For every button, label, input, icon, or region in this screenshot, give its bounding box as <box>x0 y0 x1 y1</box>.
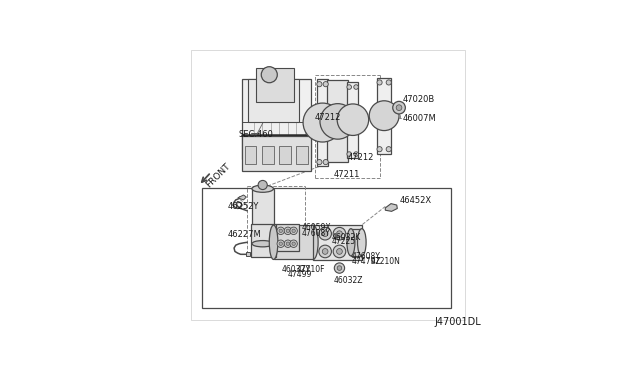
Ellipse shape <box>358 229 366 256</box>
Ellipse shape <box>347 229 355 256</box>
Circle shape <box>286 242 290 246</box>
Ellipse shape <box>269 225 278 260</box>
Circle shape <box>369 101 399 131</box>
Circle shape <box>284 240 292 247</box>
Circle shape <box>317 81 322 87</box>
Circle shape <box>347 152 351 156</box>
Text: 46032Z: 46032Z <box>333 276 364 285</box>
Text: FRONT: FRONT <box>204 161 232 189</box>
Circle shape <box>337 266 342 270</box>
Text: SEC.460: SEC.460 <box>239 129 273 138</box>
Circle shape <box>386 147 391 152</box>
Circle shape <box>393 101 405 114</box>
Bar <box>252 189 273 244</box>
Circle shape <box>292 242 295 246</box>
Circle shape <box>323 160 328 165</box>
Text: 47479Z: 47479Z <box>351 257 381 266</box>
Text: 47210F: 47210F <box>296 265 325 274</box>
Text: 46059X: 46059X <box>301 224 332 232</box>
Circle shape <box>396 105 402 110</box>
Polygon shape <box>242 79 311 159</box>
Circle shape <box>258 180 268 190</box>
Text: 47225: 47225 <box>332 237 356 246</box>
Circle shape <box>334 263 344 273</box>
Text: 47211: 47211 <box>333 170 360 179</box>
Circle shape <box>347 85 351 89</box>
Text: 47212: 47212 <box>348 153 374 162</box>
Polygon shape <box>385 203 397 211</box>
Bar <box>202 188 451 308</box>
Circle shape <box>337 104 369 135</box>
Circle shape <box>279 242 282 246</box>
Text: 47608Y: 47608Y <box>351 252 380 261</box>
Bar <box>351 228 362 256</box>
Text: 47212: 47212 <box>315 113 342 122</box>
Circle shape <box>337 248 342 254</box>
Text: 46252Y: 46252Y <box>227 202 259 211</box>
Bar <box>273 225 313 260</box>
Text: 46007M: 46007M <box>403 114 436 123</box>
Circle shape <box>386 80 391 85</box>
Polygon shape <box>262 146 273 164</box>
Polygon shape <box>313 225 362 260</box>
Polygon shape <box>257 68 294 102</box>
Polygon shape <box>251 224 276 257</box>
Circle shape <box>261 67 277 83</box>
Polygon shape <box>242 136 311 171</box>
Circle shape <box>377 80 382 85</box>
Circle shape <box>333 245 346 258</box>
Circle shape <box>354 152 358 156</box>
Circle shape <box>277 227 284 235</box>
Circle shape <box>317 160 322 165</box>
Polygon shape <box>328 80 348 162</box>
Text: 47210N: 47210N <box>371 257 401 266</box>
Polygon shape <box>238 195 246 200</box>
Polygon shape <box>296 146 308 164</box>
Circle shape <box>303 103 342 142</box>
Text: 47608Y: 47608Y <box>301 229 330 238</box>
Polygon shape <box>276 224 300 251</box>
Text: 47499: 47499 <box>287 270 312 279</box>
Circle shape <box>290 240 298 247</box>
Polygon shape <box>377 78 391 154</box>
Text: 46227M: 46227M <box>227 230 261 239</box>
Text: 46452X: 46452X <box>399 196 432 205</box>
Polygon shape <box>317 79 328 166</box>
Circle shape <box>333 227 346 240</box>
Polygon shape <box>246 252 250 256</box>
Circle shape <box>319 227 332 240</box>
Circle shape <box>323 231 328 237</box>
Circle shape <box>323 81 328 87</box>
Text: 46032K: 46032K <box>332 232 361 242</box>
Circle shape <box>354 85 358 89</box>
Polygon shape <box>332 116 342 128</box>
Text: 46032Y: 46032Y <box>282 265 310 274</box>
Polygon shape <box>279 146 291 164</box>
Polygon shape <box>248 79 300 122</box>
Polygon shape <box>348 82 358 158</box>
Ellipse shape <box>308 225 318 260</box>
Circle shape <box>286 229 290 232</box>
Ellipse shape <box>252 185 273 192</box>
Circle shape <box>319 245 332 258</box>
Circle shape <box>277 240 284 247</box>
Text: 47020B: 47020B <box>403 94 435 103</box>
Circle shape <box>377 147 382 152</box>
Circle shape <box>284 227 292 235</box>
Text: J47001DL: J47001DL <box>434 317 481 327</box>
Circle shape <box>323 248 328 254</box>
Circle shape <box>320 104 355 139</box>
Ellipse shape <box>252 241 273 247</box>
Circle shape <box>279 229 282 232</box>
Polygon shape <box>245 146 257 164</box>
Circle shape <box>337 231 342 237</box>
Circle shape <box>290 227 298 235</box>
Circle shape <box>292 229 295 232</box>
